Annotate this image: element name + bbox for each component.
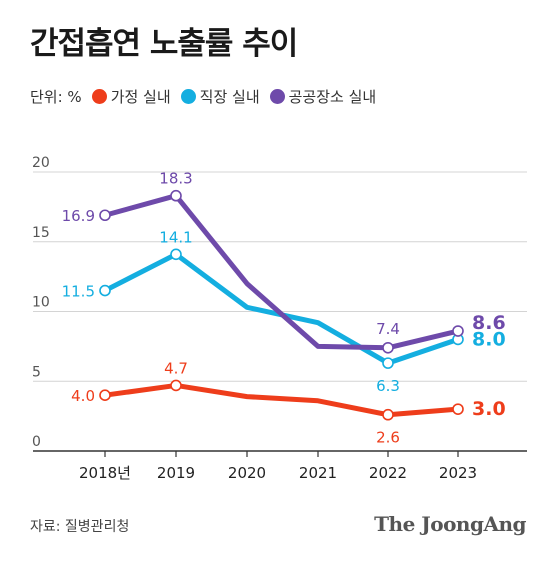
y-tick-label: 0	[32, 434, 41, 450]
data-point-home	[99, 389, 111, 402]
data-point-public	[452, 325, 464, 337]
y-tick-label: 20	[32, 155, 50, 171]
series-line-home	[102, 382, 461, 418]
legend-dot-home	[91, 89, 107, 104]
data-label-home: 4.7	[164, 359, 188, 377]
data-point-workplace	[170, 248, 182, 261]
data-label-public: 18.3	[159, 170, 192, 188]
data-label-home: 2.6	[376, 429, 400, 447]
series-line-public	[102, 193, 461, 351]
legend-item-public: 공공장소 실내	[269, 86, 377, 107]
legend-dot-public	[269, 89, 285, 104]
data-point-workplace	[99, 284, 111, 297]
data-label-public: 16.9	[62, 207, 95, 225]
data-label-workplace: 8.0	[472, 328, 506, 350]
data-point-public	[99, 209, 111, 222]
legend-label-workplace: 직장 실내	[199, 88, 260, 106]
y-tick-label: 10	[32, 295, 50, 311]
x-tick-label: 2019	[157, 464, 195, 482]
x-tick-label: 2021	[299, 464, 337, 482]
legend-item-home: 가정 실내	[91, 86, 171, 107]
data-point-public	[382, 341, 394, 354]
data-point-public	[170, 189, 182, 202]
series-line-workplace	[102, 251, 461, 366]
legend-dot-workplace	[180, 89, 196, 104]
chart-title: 간접흡연 노출률 추이	[30, 26, 298, 62]
x-tick-label: 2018년	[79, 464, 131, 482]
legend: 단위: % 가정 실내 직장 실내 공공장소 실내	[30, 86, 386, 107]
x-tick-label: 2020	[228, 464, 266, 482]
y-tick-label: 15	[32, 225, 50, 241]
data-point-home	[452, 403, 464, 415]
legend-item-workplace: 직장 실내	[180, 86, 260, 107]
legend-label-public: 공공장소 실내	[288, 88, 377, 106]
data-point-workplace	[382, 357, 394, 369]
x-tick-label: 2023	[439, 464, 477, 482]
x-tick-label: 2022	[369, 464, 407, 482]
data-label-workplace: 6.3	[376, 377, 400, 395]
data-label-home: 4.0	[71, 387, 95, 405]
data-label-public: 8.6	[472, 312, 506, 334]
data-label-workplace: 14.1	[159, 228, 192, 246]
source-note: 자료: 질병관리청	[30, 519, 130, 535]
legend-label-home: 가정 실내	[110, 88, 171, 106]
data-label-public: 7.4	[376, 320, 400, 338]
unit-label: 단위: %	[30, 88, 82, 106]
data-label-workplace: 11.5	[62, 283, 95, 301]
publisher-logo: The JoongAng	[374, 512, 526, 536]
y-tick-label: 5	[32, 364, 41, 380]
data-point-home	[382, 408, 394, 421]
data-point-home	[170, 379, 182, 392]
data-label-home: 3.0	[472, 398, 506, 420]
